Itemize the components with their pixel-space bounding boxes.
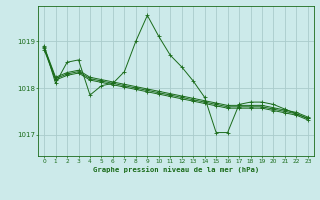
X-axis label: Graphe pression niveau de la mer (hPa): Graphe pression niveau de la mer (hPa) xyxy=(93,166,259,173)
